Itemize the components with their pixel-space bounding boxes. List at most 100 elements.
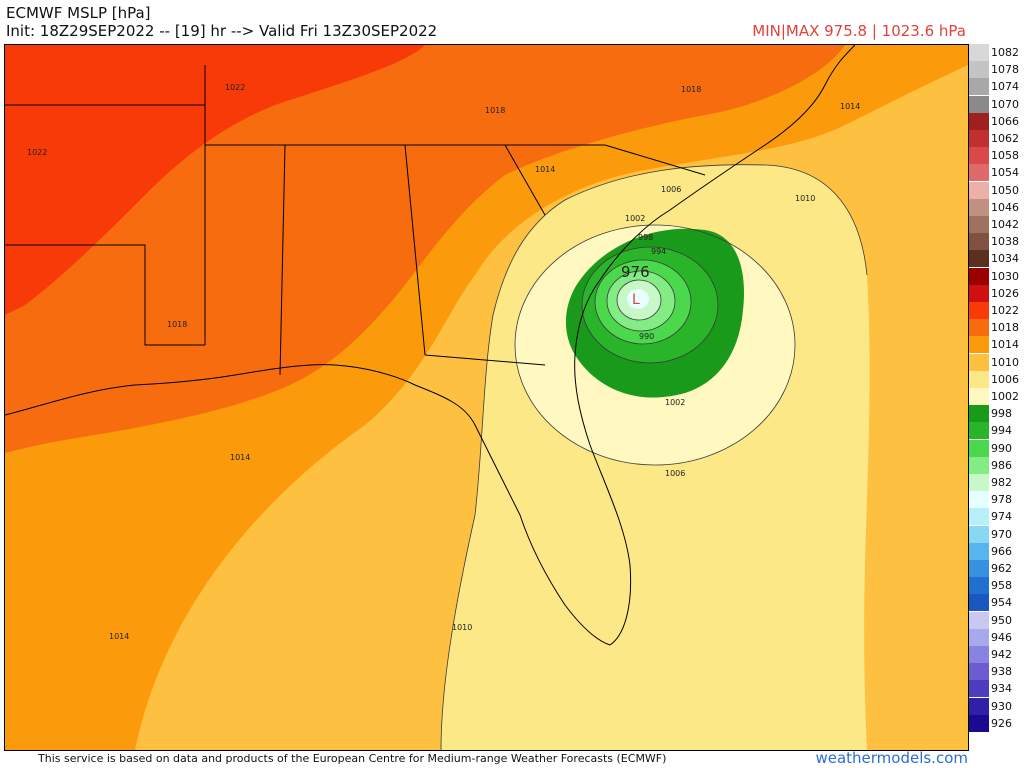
legend-label: 946 [991,630,1012,644]
legend-row: 954 [968,594,1024,612]
legend-swatch [969,319,989,337]
legend-swatch [969,216,989,233]
legend-swatch [969,714,989,732]
legend-row: 1010 [968,353,1024,371]
legend-swatch [969,525,989,543]
legend-swatch [969,663,989,681]
legend-swatch [969,542,989,560]
legend-swatch [969,284,989,302]
legend-row: 1054 [968,164,1024,182]
legend-row: 962 [968,560,1024,577]
legend-swatch [969,164,989,182]
contour-label-1010: 1010 [795,194,815,203]
chart-title: ECMWF MSLP [hPa] [6,4,151,22]
state-border-5 [424,354,546,366]
legend-swatch [969,61,989,79]
contour-label-1018: 1018 [485,106,505,115]
legend-label: 974 [991,510,1012,524]
legend-row: 1034 [968,250,1024,268]
legend-row: 1018 [968,319,1024,337]
legend-swatch [969,611,989,629]
legend-label: 1046 [991,200,1019,214]
legend-label: 966 [991,544,1012,558]
init-valid-line: Init: 18Z29SEP2022 -- [19] hr --> Valid … [6,22,438,40]
legend-row: 930 [968,697,1024,715]
legend-row: 926 [968,714,1024,732]
legend-row: 1014 [968,336,1024,354]
legend-row: 966 [968,542,1024,560]
legend-swatch [969,560,989,577]
contour-label-1014: 1014 [230,453,250,462]
colorbar-legend: 1082 1078 1074 1070 1066 1062 1058 1054 1050 1046… [968,44,1024,749]
legend-swatch [969,405,989,423]
contour-label-1002: 1002 [665,398,685,407]
legend-swatch [969,508,989,526]
legend-row: 1058 [968,147,1024,165]
legend-swatch [969,78,989,96]
legend-row: 982 [968,474,1024,491]
band-1018 [5,45,845,453]
legend-label: 1026 [991,286,1019,300]
legend-row: 998 [968,405,1024,423]
legend-label: 942 [991,648,1012,661]
legend-row: 1062 [968,130,1024,147]
legend-label: 1022 [991,304,1019,317]
legend-label: 1042 [991,218,1019,231]
contour-label-990: 990 [639,332,654,341]
isobar-1006 [440,164,868,750]
contour-label-1022: 1022 [225,83,245,92]
legend-row: 994 [968,422,1024,440]
band-978 [627,289,649,309]
legend-label: 954 [991,596,1012,610]
contour-label-1002: 1002 [625,214,645,223]
isobar-1002 [514,224,796,466]
legend-row: 1002 [968,388,1024,405]
state-border-8 [505,144,706,176]
legend-label: 1054 [991,166,1019,180]
legend-row: 974 [968,508,1024,526]
contour-label-1014: 1014 [535,165,555,174]
legend-swatch [969,233,989,251]
legend-swatch [969,439,989,457]
legend-swatch [969,370,989,388]
legend-row: 1026 [968,284,1024,302]
legend-label: 978 [991,493,1012,507]
contour-label-1014: 1014 [840,102,860,111]
legend-swatch [969,181,989,199]
legend-row: 1074 [968,78,1024,96]
legend-label: 1010 [991,355,1019,369]
contour-label-1006: 1006 [665,469,685,478]
legend-swatch [969,577,989,595]
legend-label: 1050 [991,183,1019,197]
contour-label-1010: 1010 [452,623,472,632]
legend-label: 994 [991,424,1012,438]
legend-label: 1030 [991,269,1019,283]
legend-swatch [969,198,989,216]
legend-label: 1082 [991,46,1019,59]
legend-swatch [969,628,989,646]
legend-label: 998 [991,407,1012,421]
attribution-text: This service is based on data and produc… [38,752,667,765]
legend-label: 1014 [991,338,1019,352]
legend-swatch [969,474,989,491]
legend-label: 926 [991,716,1012,730]
isobar-986 [606,270,676,332]
legend-swatch [969,250,989,268]
legend-label: 1034 [991,252,1019,266]
legend-label: 1066 [991,114,1019,128]
legend-label: 938 [991,665,1012,679]
state-border-1 [5,244,205,346]
legend-row: 990 [968,439,1024,457]
legend-row: 1070 [968,95,1024,113]
legend-row: 986 [968,456,1024,474]
legend-row: 978 [968,491,1024,509]
legend-row: 1046 [968,198,1024,216]
contour-label-1014: 1014 [109,632,129,641]
legend-row: 950 [968,611,1024,629]
legend-label: 962 [991,562,1012,575]
legend-label: 1018 [991,321,1019,335]
legend-row: 942 [968,646,1024,663]
site-link[interactable]: weathermodels.com [815,749,968,767]
isobar-990 [594,259,692,345]
legend-swatch [969,388,989,405]
